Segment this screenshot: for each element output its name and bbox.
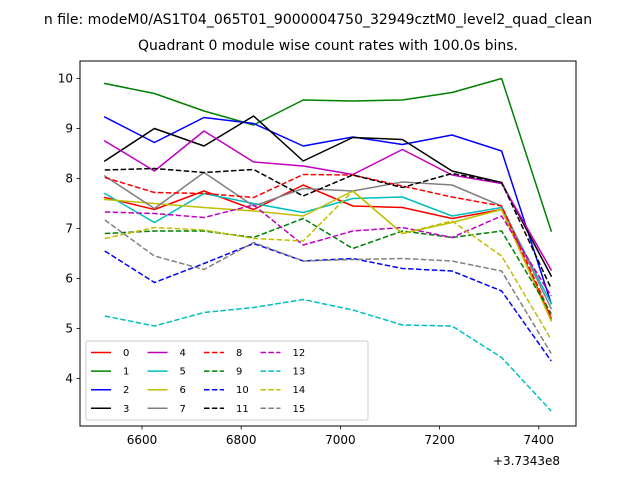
y-tick-label: 4: [65, 372, 73, 386]
legend-item-0: 0: [91, 348, 129, 359]
y-tick-label: 9: [65, 122, 73, 136]
figure-suptitle: n file: modeM0/AS1T04_065T01_9000004750_…: [44, 12, 592, 28]
x-axis-offset-label: +3.7343e8: [493, 454, 560, 468]
y-tick-label: 6: [65, 272, 73, 286]
legend-label: 13: [293, 367, 306, 378]
y-tick-label: 8: [65, 172, 73, 186]
x-axis-ticks: 6600 6800 7000 7200 7400: [127, 426, 554, 447]
legend-label: 6: [180, 385, 186, 396]
legend-item-13: 13: [260, 367, 306, 378]
legend-item-3: 3: [91, 404, 129, 415]
series-line-0: [103, 184, 553, 320]
series-line-12: [104, 204, 552, 297]
axes-frame: [79, 60, 577, 427]
series-line-9: [104, 217, 552, 314]
legend-box: [85, 340, 369, 421]
y-tick-label: 5: [65, 322, 73, 336]
chart-title: Quadrant 0 module wise count rates with …: [138, 38, 518, 54]
series-line-13: [104, 298, 552, 412]
series-line-1: [103, 77, 553, 232]
legend-item-6: 6: [147, 385, 186, 396]
x-tick-label: 7200: [424, 433, 455, 447]
legend-label: 9: [236, 367, 242, 378]
series-line-8: [104, 173, 552, 317]
y-tick-label: 10: [58, 72, 73, 86]
legend-item-12: 12: [260, 348, 306, 359]
x-tick-label: 7400: [524, 433, 555, 447]
legend-label: 4: [180, 348, 186, 359]
series-line-5: [103, 192, 553, 305]
series-line-3: [103, 115, 553, 278]
legend-label: 2: [123, 385, 129, 396]
legend-label: 14: [293, 385, 306, 396]
legend-label: 1: [123, 367, 129, 378]
legend-item-15: 15: [260, 404, 306, 415]
legend-item-8: 8: [204, 348, 242, 359]
legend-label: 3: [123, 404, 129, 415]
series-line-4: [103, 130, 553, 272]
legend-label: 5: [180, 367, 186, 378]
legend-item-4: 4: [147, 348, 186, 359]
series-line-11: [104, 167, 552, 289]
legend-label: 7: [180, 404, 186, 415]
series-line-14: [104, 190, 552, 340]
series-line-2: [103, 115, 553, 305]
legend-item-11: 11: [204, 404, 249, 415]
legend-label: 15: [293, 404, 306, 415]
y-tick-label: 7: [65, 222, 73, 236]
legend-item-14: 14: [260, 385, 306, 396]
legend-label: 12: [293, 348, 306, 359]
legend-item-5: 5: [147, 367, 186, 378]
series-line-7: [103, 171, 553, 310]
legend-label: 0: [123, 348, 129, 359]
legend-label: 10: [236, 385, 249, 396]
x-tick-label: 6600: [127, 433, 158, 447]
legend-item-1: 1: [91, 367, 129, 378]
series-layer: [103, 77, 553, 412]
y-axis-ticks: 4 5 6 7 8 9 10: [58, 72, 80, 386]
legend-label: 8: [236, 348, 242, 359]
legend-item-2: 2: [91, 385, 129, 396]
legend-item-7: 7: [147, 404, 186, 415]
legend-item-9: 9: [204, 367, 242, 378]
series-line-15: [104, 219, 552, 354]
legend-item-10: 10: [204, 385, 249, 396]
series-line-6: [103, 190, 553, 322]
x-tick-label: 7000: [325, 433, 356, 447]
x-tick-label: 6800: [226, 433, 257, 447]
legend-label: 11: [236, 404, 249, 415]
